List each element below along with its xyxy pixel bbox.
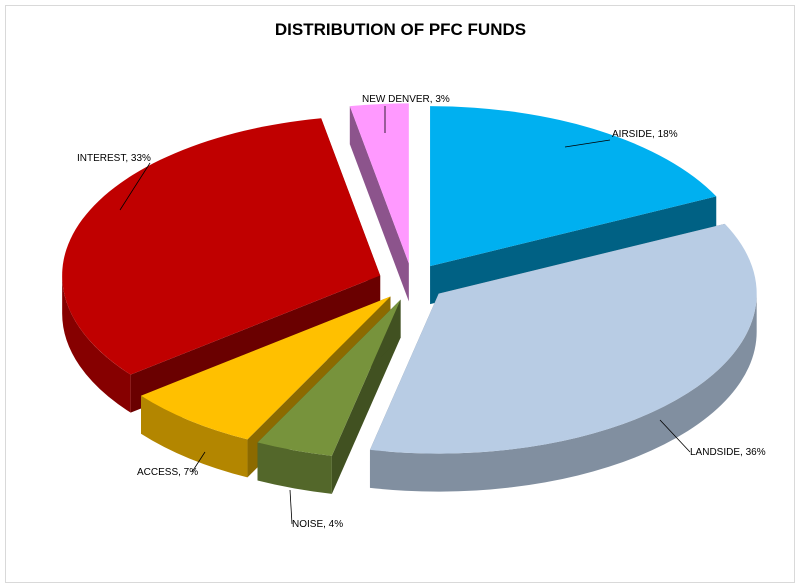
slice-top bbox=[62, 118, 381, 375]
pie-slice bbox=[430, 106, 717, 305]
pie-slice bbox=[257, 299, 401, 494]
slice-rim bbox=[257, 442, 332, 494]
slice-top bbox=[369, 223, 757, 454]
leader-line bbox=[289, 489, 293, 525]
slice-label: ACCESS, 7% bbox=[137, 467, 198, 478]
slice-label: INTEREST, 33% bbox=[77, 153, 151, 164]
slice-rim bbox=[141, 395, 248, 478]
slice-top bbox=[349, 103, 409, 264]
leader-line bbox=[659, 419, 691, 453]
leader-line bbox=[119, 162, 151, 211]
slice-wall bbox=[430, 196, 717, 305]
leader-line bbox=[564, 139, 611, 148]
chart-title: DISTRIBUTION OF PFC FUNDS bbox=[274, 20, 527, 39]
slice-top bbox=[257, 299, 401, 456]
slice-top bbox=[430, 106, 717, 267]
slice-label: LANDSIDE, 36% bbox=[690, 447, 766, 458]
pie-slice bbox=[349, 103, 409, 302]
slice-label: NOISE, 4% bbox=[292, 519, 343, 530]
slice-top bbox=[141, 296, 391, 440]
slice-label: NEW DENVER, 3% bbox=[362, 94, 450, 105]
slice-rim bbox=[369, 293, 757, 492]
slice-label: AIRSIDE, 18% bbox=[612, 129, 678, 140]
pie-slice bbox=[369, 223, 757, 492]
slice-wall bbox=[349, 106, 409, 302]
slice-rim bbox=[62, 275, 131, 413]
leader-line bbox=[191, 451, 206, 473]
